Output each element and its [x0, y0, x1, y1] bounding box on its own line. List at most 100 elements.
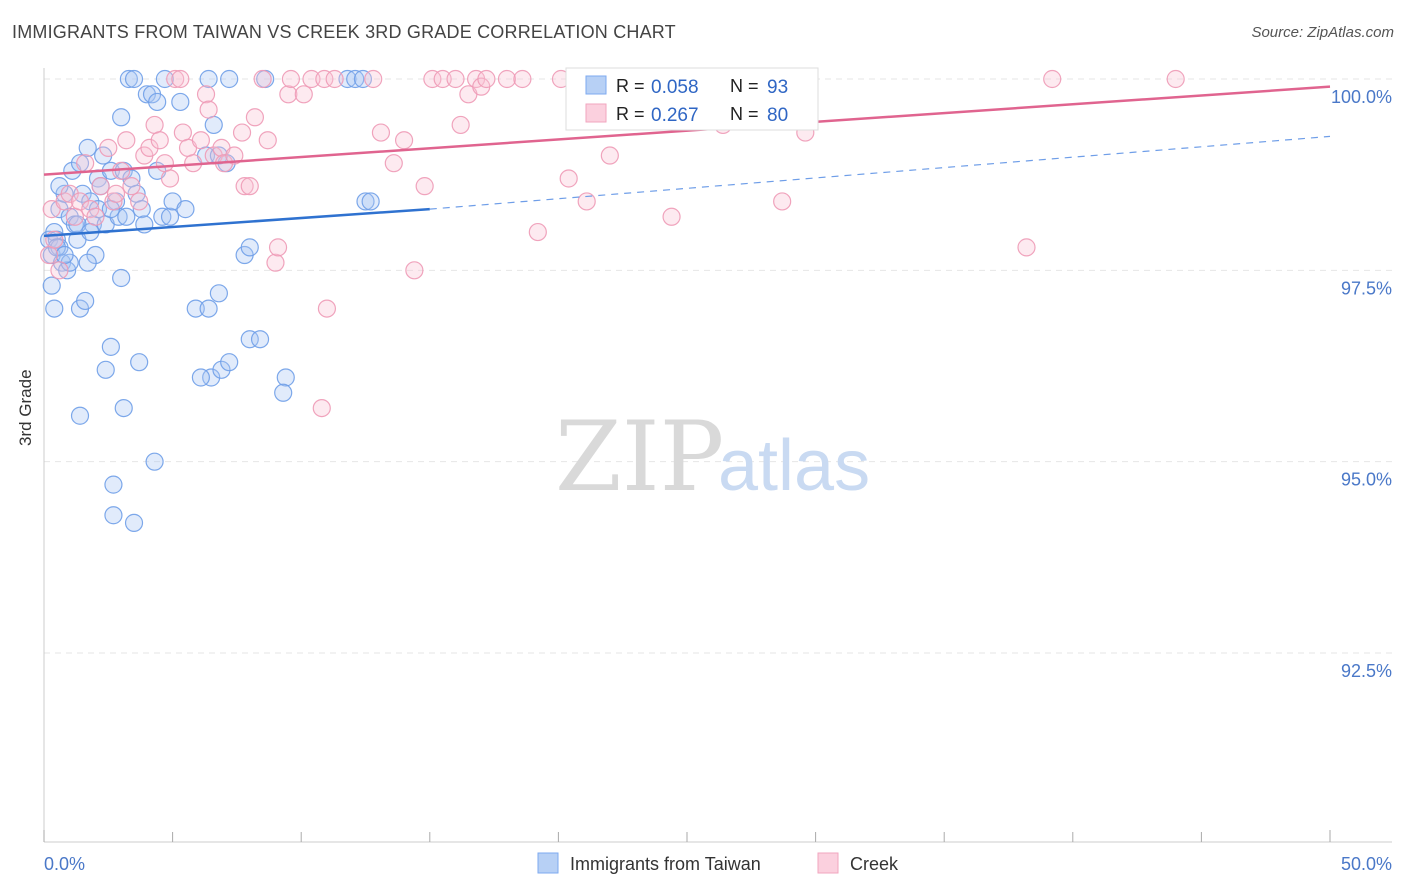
taiwan-point-91: [55, 245, 74, 265]
creek-point-58: [423, 69, 442, 89]
taiwan-point-71: [104, 506, 123, 525]
creek-point-44: [268, 238, 288, 257]
bottom-legend-label-creek: Creek: [850, 854, 899, 874]
legend-r-label-creek: R =: [616, 104, 645, 124]
creek-point-43: [266, 253, 285, 272]
taiwan-point-53: [220, 69, 239, 89]
legend-n-value-taiwan: 93: [767, 77, 788, 98]
taiwan-point-55: [240, 238, 259, 257]
creek-point-61: [451, 115, 470, 135]
creek-point-70: [559, 169, 578, 188]
bottom-legend-label-taiwan: Immigrants from Taiwan: [570, 854, 761, 874]
creek-point-24: [160, 169, 180, 188]
taiwan-point-74: [199, 299, 218, 318]
series-legend: Immigrants from Taiwan Creek: [537, 852, 899, 874]
taiwan-point-4: [45, 299, 64, 318]
taiwan-point-38: [137, 85, 156, 104]
taiwan-point-2: [42, 276, 61, 295]
watermark-zip: ZIP: [555, 401, 724, 513]
taiwan-point-18: [76, 291, 95, 311]
trend-taiwan-solid: [43, 207, 430, 238]
y-tick-label-3: 92.5%: [1341, 661, 1392, 681]
creek-point-72: [600, 146, 619, 165]
creek-point-45: [279, 85, 298, 104]
creek-point-40: [245, 108, 265, 127]
creek-point-59: [433, 69, 452, 89]
grid-lines: [44, 78, 1392, 654]
creek-point-56: [405, 261, 424, 280]
taiwan-point-61: [361, 192, 380, 211]
taiwan-point-78: [220, 353, 239, 372]
taiwan-point-46: [171, 92, 190, 112]
creek-point-20: [140, 138, 159, 157]
taiwan-point-57: [338, 69, 357, 89]
taiwan-point-69: [145, 452, 164, 471]
creek-point-66: [497, 69, 517, 89]
taiwan-point-72: [124, 513, 144, 532]
taiwan-point-35: [124, 69, 144, 89]
y-tick-label-0: 100.0%: [1331, 87, 1392, 107]
taiwan-point-76: [202, 368, 221, 387]
creek-point-39: [240, 177, 259, 196]
source-label: Source: ZipAtlas.com: [1251, 24, 1394, 41]
creek-point-37: [232, 123, 252, 142]
trend-lines: [43, 85, 1331, 238]
creek-point-27: [173, 123, 192, 142]
x-tick-left: 0.0%: [44, 854, 85, 874]
taiwan-point-82: [276, 368, 295, 387]
creek-point-78: [1017, 238, 1036, 257]
legend-n-value-creek: 80: [767, 105, 788, 126]
y-tick-labels: 100.0% 97.5% 95.0% 92.5%: [1331, 87, 1392, 681]
creek-point-46: [281, 69, 301, 89]
creek-point-32: [199, 100, 218, 119]
watermark-atlas: atlas: [718, 426, 870, 506]
creek-point-54: [384, 154, 403, 173]
taiwan-point-22: [86, 245, 105, 265]
creek-point-51: [325, 69, 344, 89]
legend-r-value-taiwan: 0.058: [651, 77, 699, 98]
creek-point-76: [773, 192, 792, 211]
taiwan-point-65: [96, 360, 115, 379]
taiwan-point-81: [250, 330, 270, 349]
creek-point-17: [122, 177, 141, 196]
creek-point-14: [106, 184, 126, 203]
creek-point-22: [150, 131, 169, 150]
series-creek-points: [40, 69, 1185, 418]
taiwan-point-64: [101, 337, 120, 356]
x-tick-labels: 0.0% 50.0%: [44, 854, 1392, 874]
taiwan-point-66: [112, 268, 131, 288]
taiwan-point-59: [353, 69, 373, 89]
creek-point-5: [60, 184, 79, 203]
creek-point-57: [415, 177, 434, 196]
taiwan-point-50: [204, 115, 223, 135]
taiwan-point-32: [117, 207, 136, 226]
taiwan-point-68: [130, 353, 149, 372]
creek-point-42: [258, 131, 277, 150]
trend-creek: [43, 85, 1331, 176]
creek-point-3: [50, 261, 69, 280]
creek-point-36: [225, 146, 244, 165]
creek-point-50: [317, 299, 337, 318]
taiwan-point-60: [356, 192, 375, 211]
creek-point-11: [91, 177, 110, 196]
y-tick-label-1: 97.5%: [1341, 278, 1392, 298]
legend-r-label-taiwan: R =: [616, 76, 645, 96]
taiwan-point-80: [240, 330, 259, 349]
y-tick-label-2: 95.0%: [1341, 470, 1392, 490]
taiwan-point-44: [160, 207, 180, 226]
creek-point-10: [86, 207, 105, 226]
creek-point-12: [99, 138, 118, 157]
creek-point-79: [1043, 69, 1062, 89]
creek-point-49: [315, 69, 334, 89]
taiwan-point-79: [191, 368, 210, 387]
creek-point-53: [371, 123, 391, 142]
creek-point-0: [40, 245, 59, 265]
creek-point-6: [65, 207, 84, 226]
legend-n-label-taiwan: N =: [730, 76, 759, 96]
taiwan-point-83: [274, 383, 293, 402]
creek-point-21: [145, 115, 164, 135]
taiwan-point-67: [114, 398, 133, 418]
creek-point-25: [166, 69, 185, 89]
creek-point-74: [662, 207, 681, 226]
